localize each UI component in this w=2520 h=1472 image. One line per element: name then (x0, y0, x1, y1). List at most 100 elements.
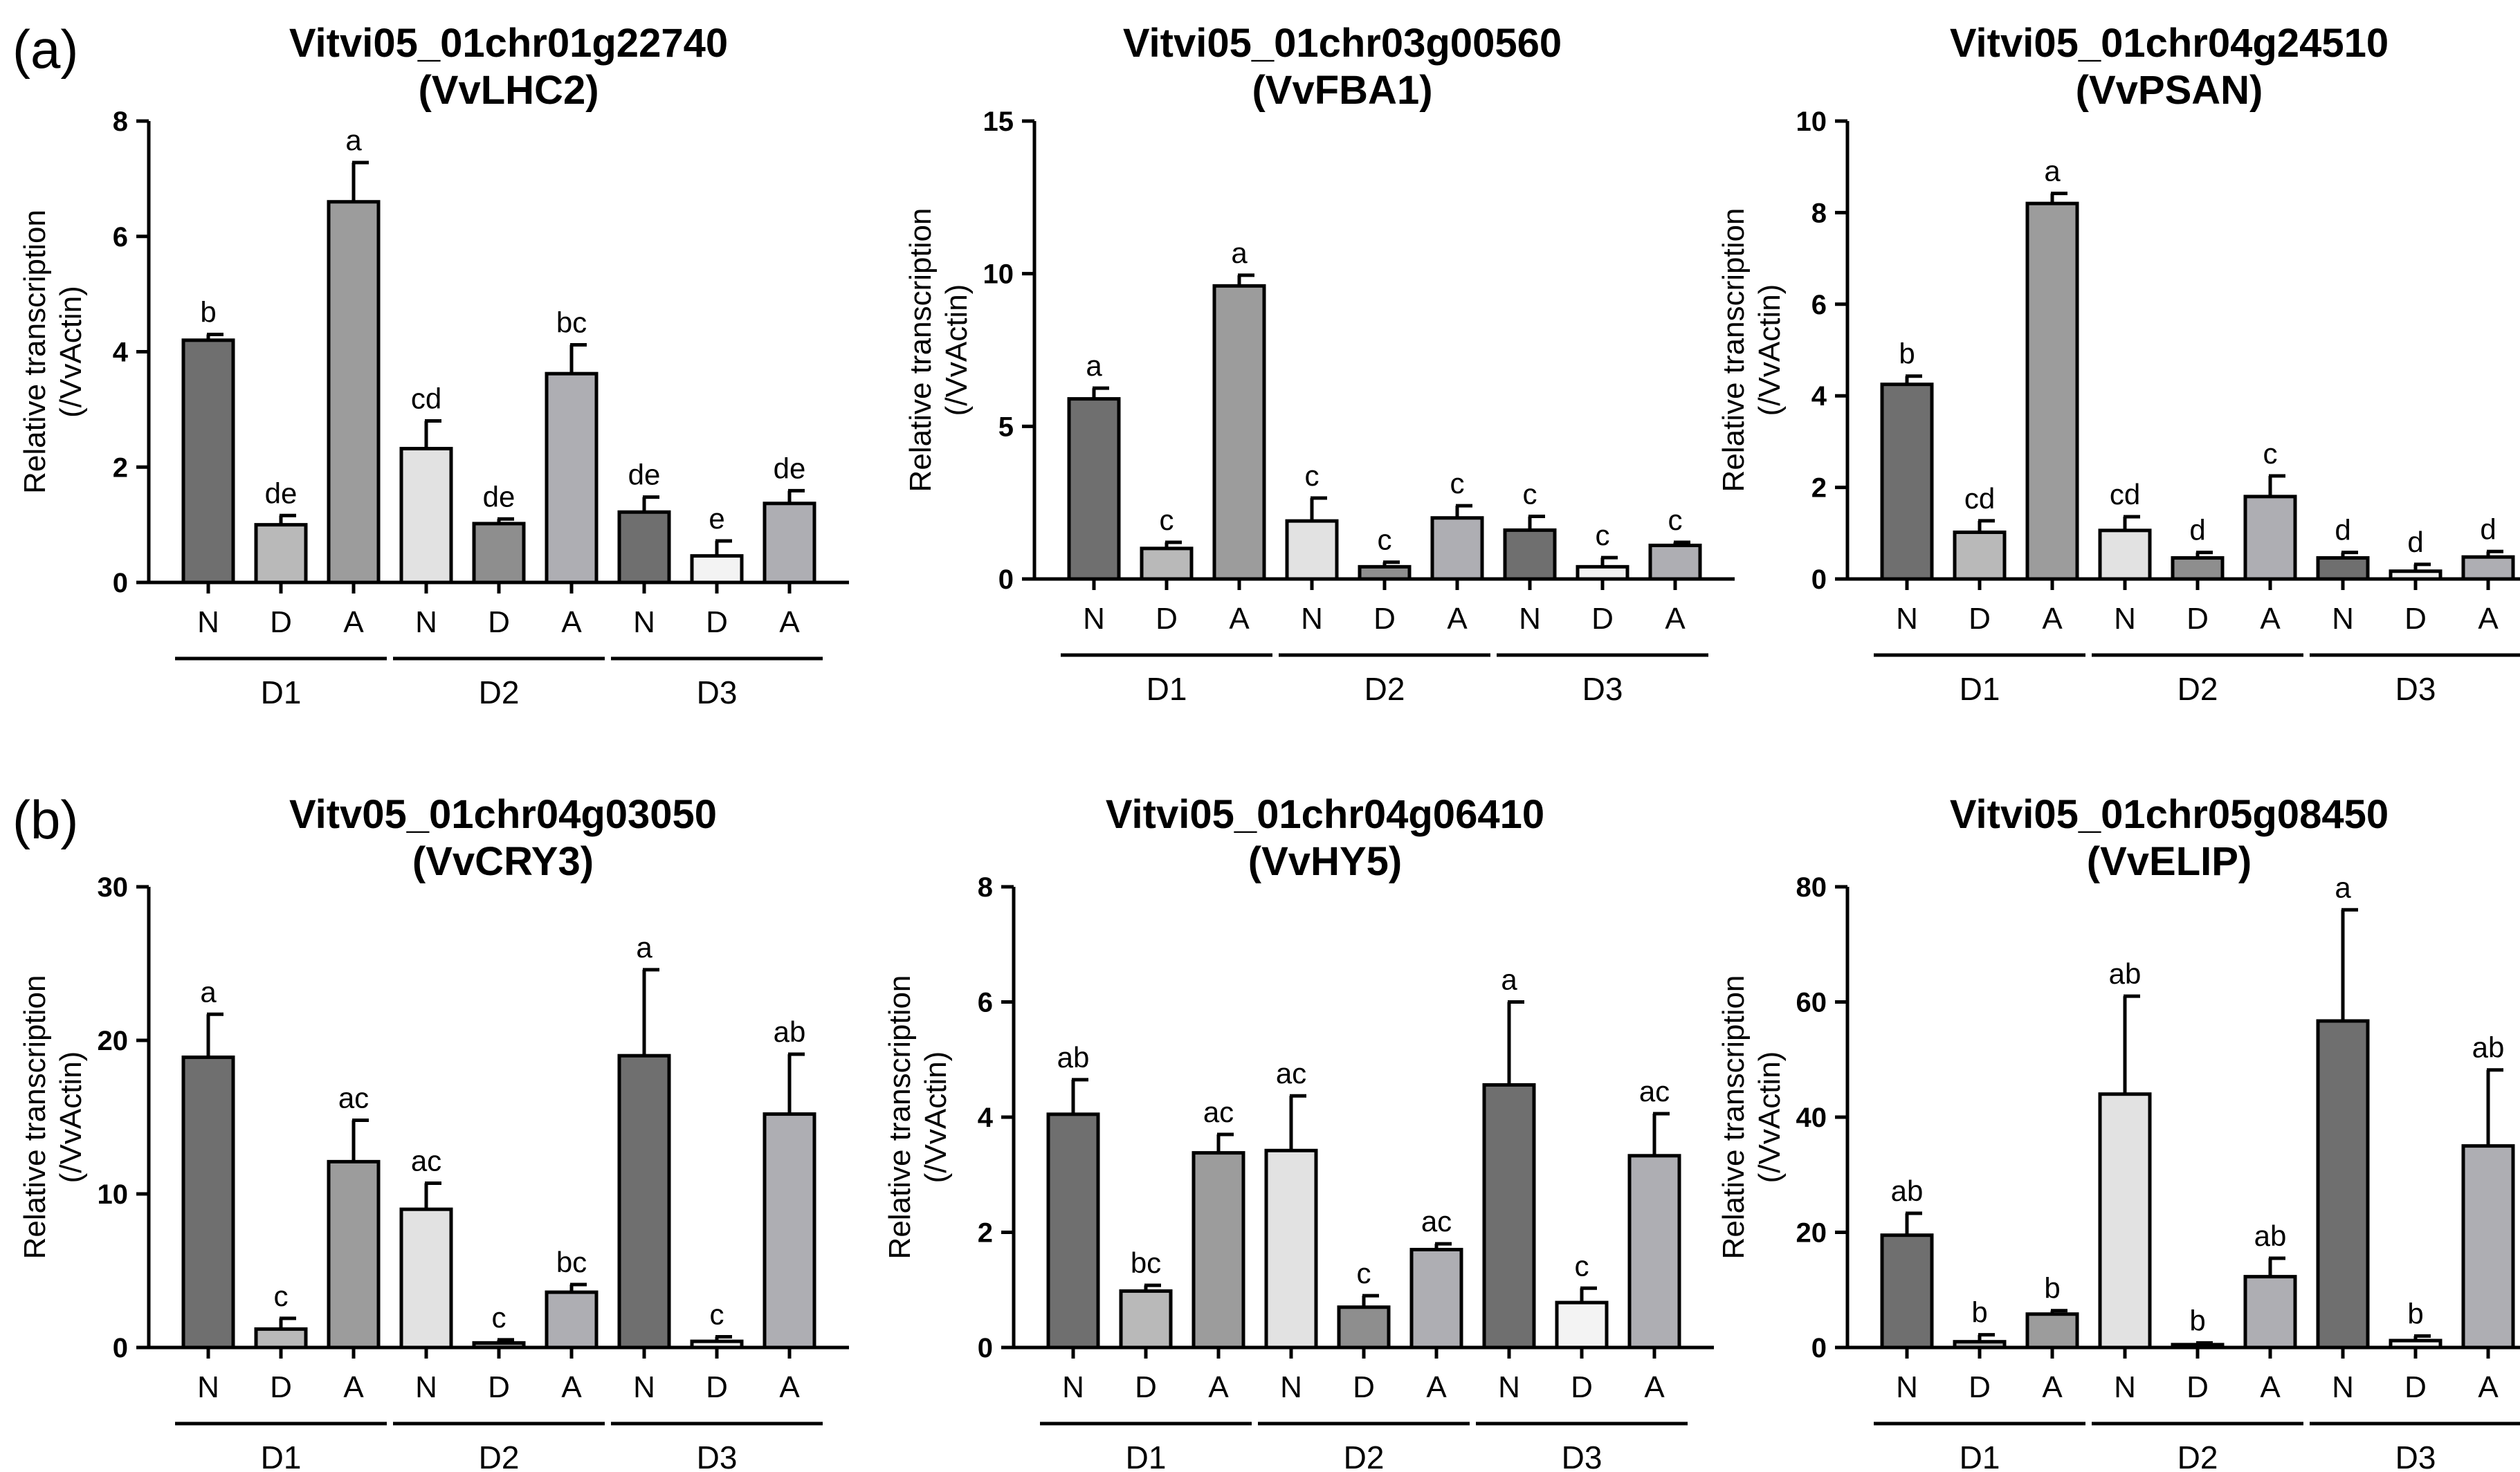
significance-letter: a (345, 124, 362, 156)
chart-panel-5: Vitvi05_01chr04g06410(VvHY5) Relative tra… (883, 792, 1714, 1472)
significance-letter: ab (1891, 1175, 1924, 1207)
x-tick-label: N (1498, 1370, 1520, 1404)
bar (2098, 528, 2152, 581)
significance-letter: bc (556, 1246, 587, 1278)
x-tick-label: A (343, 1370, 364, 1404)
bar (254, 523, 308, 585)
significance-letter: c (1357, 1257, 1371, 1289)
x-tick-label: D (1571, 1370, 1593, 1404)
y-tick-label: 30 (98, 872, 129, 903)
group-label: D3 (697, 674, 738, 710)
x-tick-label: N (1301, 602, 1323, 636)
bar (617, 510, 671, 585)
y-axis-label-unit: (/VvActin) (54, 1051, 88, 1184)
significance-letter: c (1668, 504, 1683, 536)
significance-letter: de (628, 459, 661, 491)
x-tick-label: D (270, 1370, 292, 1404)
group-label: D2 (479, 1439, 520, 1472)
significance-letter: de (265, 477, 298, 509)
significance-letter: c (1378, 524, 1392, 556)
y-tick-label: 4 (113, 338, 129, 368)
bar (2025, 1312, 2079, 1350)
bar (545, 371, 599, 585)
y-tick-label: 5 (998, 412, 1014, 442)
bar (690, 554, 744, 585)
x-tick-label: A (779, 605, 800, 639)
significance-letter: c (1596, 519, 1610, 551)
significance-letter: ac (1203, 1096, 1234, 1128)
bar (2171, 556, 2225, 581)
significance-letter: b (200, 295, 216, 328)
bar (2461, 555, 2515, 581)
bar (2316, 556, 2370, 581)
x-tick-label: D (1135, 1370, 1157, 1404)
x-tick-label: D (2186, 602, 2209, 636)
group-label: D2 (1364, 671, 1405, 707)
y-tick-label: 0 (1811, 564, 1827, 595)
bar (472, 1341, 526, 1350)
y-axis-label-unit: (/VvActin) (919, 1051, 953, 1184)
x-tick-label: A (2042, 1370, 2063, 1404)
significance-letter: c (1160, 504, 1174, 536)
bar (1067, 397, 1121, 581)
bar (1119, 1289, 1173, 1350)
significance-letter: cd (1964, 482, 1995, 515)
x-tick-label: N (1896, 1370, 1918, 1404)
bar (2461, 1144, 2515, 1350)
significance-letter: c (1450, 467, 1465, 499)
group-label: D2 (479, 674, 520, 710)
y-tick-label: 0 (978, 1333, 993, 1363)
significance-letter: a (1231, 237, 1248, 269)
bar (1285, 519, 1339, 581)
x-tick-label: N (1896, 602, 1918, 636)
bar (2243, 495, 2297, 581)
y-tick-label: 8 (978, 872, 993, 903)
x-tick-label: D (2404, 1370, 2427, 1404)
group-label: D1 (1960, 671, 2000, 707)
x-tick-label: D (488, 1370, 510, 1404)
group-label: D1 (261, 674, 302, 710)
bar (327, 1159, 381, 1350)
bar (1430, 516, 1484, 581)
group-label: D1 (1147, 671, 1187, 707)
bar (617, 1054, 671, 1350)
significance-letter: ab (2254, 1220, 2287, 1252)
bar (2389, 1338, 2443, 1350)
significance-letter: a (1086, 349, 1102, 382)
chart-panel-6: Vitvi05_01chr05g08450(VvELIP) Relative tr… (1717, 792, 2520, 1472)
x-tick-label: N (197, 605, 219, 639)
significance-letter: a (2335, 871, 2351, 903)
significance-letter: ab (2109, 957, 2142, 990)
y-tick-label: 10 (98, 1179, 129, 1210)
x-tick-label: A (1426, 1370, 1447, 1404)
chart-title: Vitvi05_01chr04g06410 (1106, 792, 1544, 837)
significance-letter: ac (338, 1081, 369, 1114)
chart-grid: Vitvi05_01chr01g22740(VvLHC2) Relative tr… (18, 21, 2520, 1472)
group-label: D1 (1126, 1439, 1167, 1472)
chart-subtitle: (VvLHC2) (418, 68, 599, 113)
x-tick-label: N (415, 605, 437, 639)
significance-letter: e (709, 502, 724, 535)
significance-letter: b (2407, 1297, 2423, 1330)
y-tick-label: 4 (978, 1103, 994, 1133)
x-tick-label: A (2260, 1370, 2281, 1404)
significance-letter: a (636, 931, 652, 964)
bar (1191, 1151, 1245, 1350)
significance-letter: d (2407, 526, 2423, 558)
bar (2098, 1092, 2152, 1350)
bar (1880, 383, 1934, 581)
x-tick-label: N (1083, 602, 1105, 636)
x-tick-label: N (197, 1370, 219, 1404)
significance-letter: a (2044, 155, 2061, 187)
chart-title: Vitv05_01chr04g03050 (289, 792, 717, 837)
x-tick-label: A (561, 1370, 582, 1404)
y-tick-label: 6 (978, 988, 993, 1018)
y-tick-label: 40 (1796, 1103, 1827, 1133)
x-tick-label: A (2478, 602, 2499, 636)
significance-letter: d (2480, 513, 2496, 545)
x-tick-label: D (1591, 602, 1614, 636)
bar (1358, 564, 1412, 581)
chart-title: Vitvi05_01chr04g24510 (1950, 21, 2389, 66)
x-tick-label: A (1208, 1370, 1229, 1404)
